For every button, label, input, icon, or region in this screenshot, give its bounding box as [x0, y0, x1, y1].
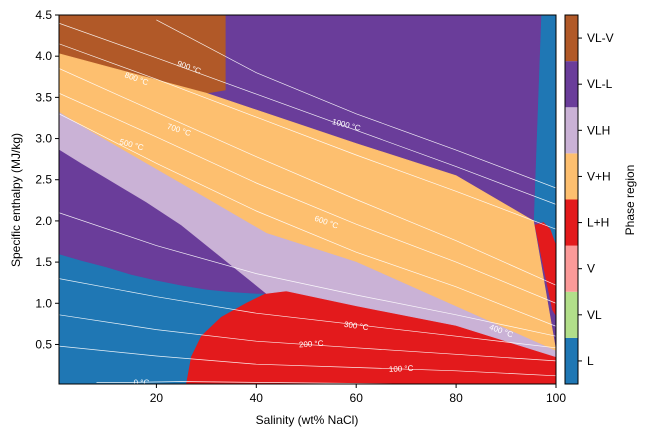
isotherm-label-1: 100 °C	[389, 364, 414, 374]
y-axis-ticks: 0.5 1.0 1.5 2.0 2.5 3.0 3.5 4.0 4.5	[35, 8, 59, 351]
x-tick-label-1: 40	[250, 391, 264, 405]
x-tick-label-3: 80	[449, 391, 463, 405]
plot-frame	[58, 14, 557, 385]
colorbar-label-v: V	[587, 262, 595, 276]
y-tick-label-3: 2.0	[35, 214, 52, 228]
colorbar-label-vl: VL	[587, 308, 602, 322]
colorbar-swatch-vl-v	[565, 15, 578, 62]
x-tick-label-0: 20	[150, 391, 164, 405]
isotherm-line-0	[96, 381, 407, 384]
colorbar-swatch-l	[565, 337, 578, 384]
isotherm-label-3: 300 °C	[343, 320, 369, 332]
y-tick-label-5: 3.0	[35, 132, 52, 146]
isotherm-label-0: 0 °C	[134, 378, 150, 387]
isotherm-line-6	[59, 92, 556, 304]
colorbar-swatch-v	[565, 245, 578, 292]
isotherm-line-10	[156, 19, 556, 189]
colorbar-label-v-h: V+H	[587, 169, 611, 183]
colorbar-label-vl-l: VL-L	[587, 77, 613, 91]
isotherm-line-3	[59, 278, 556, 349]
y-tick-label-6: 3.5	[35, 90, 52, 104]
colorbar-label-l: L	[587, 354, 594, 368]
region-l-h-3	[534, 222, 556, 317]
isotherm-line-7	[59, 68, 556, 286]
isotherm-line-9	[59, 22, 556, 205]
colorbar-swatch-l-h	[565, 199, 578, 246]
colorbar-label-vl-v: VL-V	[587, 31, 614, 45]
isotherm-line-4	[59, 212, 556, 337]
x-axis-ticks: 20 40 60 80 100	[150, 384, 566, 405]
colorbar-swatch-v-h	[565, 153, 578, 200]
colorbar-label: Phase region	[623, 165, 637, 236]
y-tick-label-2: 1.5	[35, 255, 52, 269]
y-tick-label-0: 0.5	[35, 337, 52, 351]
phase-regions	[59, 15, 556, 384]
isotherm-line-8	[59, 43, 556, 230]
y-tick-label-4: 2.5	[35, 173, 52, 187]
x-tick-label-4: 100	[546, 391, 566, 405]
colorbar-swatch-vl	[565, 291, 578, 338]
y-tick-label-8: 4.5	[35, 8, 52, 22]
x-tick-label-2: 60	[350, 391, 364, 405]
isotherm-line-5	[59, 113, 556, 327]
colorbar-frame	[564, 14, 579, 385]
y-tick-label-1: 1.0	[35, 296, 52, 310]
colorbar-label-l-h: L+H	[587, 216, 609, 230]
x-axis-label: Salinity (wt% NaCl)	[256, 413, 359, 427]
isotherm-label-2: 200 °C	[299, 339, 324, 350]
colorbar-label-vlh: VLH	[587, 123, 610, 137]
region-vlh-8	[59, 111, 556, 358]
colorbar-swatch-vl-l	[565, 61, 578, 108]
y-axis-label: Specific enthalpy (MJ/kg)	[9, 133, 23, 267]
isotherm-line-1	[59, 345, 556, 377]
isotherm-lines	[59, 19, 556, 384]
y-tick-label-7: 4.0	[35, 49, 52, 63]
phase-colorbar: L VL V L+H V+H VLH VL-L VL-V	[564, 14, 614, 385]
colorbar-swatch-vlh	[565, 107, 578, 154]
isotherm-line-2	[59, 314, 556, 362]
